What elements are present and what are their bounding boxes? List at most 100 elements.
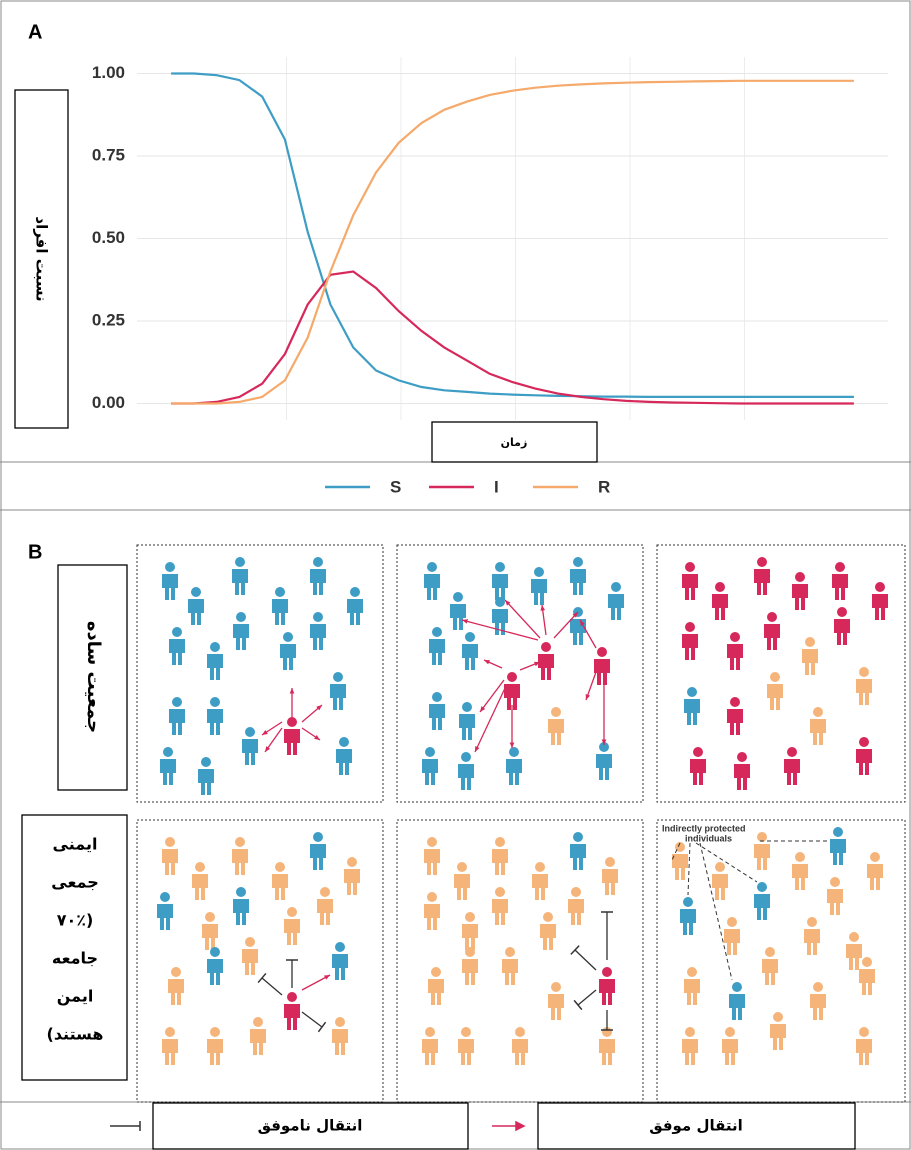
person-head [685,1027,695,1037]
person-head [685,562,695,572]
person-head [675,842,685,852]
person-body [160,759,176,785]
person-head [773,1012,783,1022]
person-head [737,752,747,762]
person-body [422,759,438,785]
person-body [872,594,888,620]
person [570,832,586,870]
person [856,667,872,705]
person-body [540,924,556,950]
person-body [458,1039,474,1065]
person [462,947,478,985]
person-body [599,979,615,1005]
person [280,632,296,670]
person [506,747,522,785]
person-body [764,624,780,650]
person [502,947,518,985]
row-label-line: هستند) [47,1025,104,1044]
blocked-line [577,989,597,1006]
person-head [813,707,823,717]
person-head [461,1027,471,1037]
person-body [867,864,883,890]
person [429,627,445,665]
person [830,827,846,865]
person [232,557,248,595]
y-tick-label: 0.00 [92,393,125,412]
person-body [802,649,818,675]
person-head [431,967,441,977]
transmission-arrow [474,685,507,753]
person [540,912,556,950]
person [242,727,258,765]
legend-label: S [390,477,401,496]
person-body [856,679,872,705]
person-head [275,862,285,872]
person [804,917,820,955]
person [202,912,218,950]
person-body [682,1039,698,1065]
person-head [432,692,442,702]
person [284,907,300,945]
arrow-head [505,600,511,606]
person-body [548,994,564,1020]
person-head [757,557,767,567]
transmission-arrow [504,599,541,639]
person [684,687,700,725]
person-head [465,912,475,922]
annotation-leader [671,842,681,861]
person [762,947,778,985]
person [462,632,478,670]
person-head [505,947,515,957]
person-head [425,1027,435,1037]
person [344,857,360,895]
person-body [810,994,826,1020]
person [458,1027,474,1065]
arrow-head [316,705,322,711]
person-head [245,937,255,947]
person [284,717,300,755]
person-head [253,1017,263,1027]
arrow-head [289,688,295,694]
person-body [202,924,218,950]
person-body [454,874,470,900]
person-head [201,757,211,767]
person-head [313,612,323,622]
person-head [725,1027,735,1037]
arrow-head [534,661,540,667]
person [317,887,333,925]
person-body [682,574,698,600]
person [802,637,818,675]
person-head [165,837,175,847]
person-body [250,1029,266,1055]
person [284,992,300,1030]
person [207,947,223,985]
person [424,837,440,875]
person [272,587,288,625]
person-head [767,612,777,622]
blocked-bar [570,945,580,955]
person-body [284,729,300,755]
person-body [846,944,862,970]
person [690,747,706,785]
person [767,672,783,710]
person [198,757,214,795]
arrow-head [262,730,268,735]
person [422,747,438,785]
person [492,837,508,875]
person [422,1027,438,1065]
legend-label: انتقال ناموفق [258,1117,363,1135]
person-head [165,1027,175,1037]
person-body [232,569,248,595]
person-head [160,892,170,902]
person-body [429,704,445,730]
y-tick-label: 1.00 [92,63,125,82]
annotation-leader [687,842,691,896]
person-head [507,672,517,682]
person-body [859,969,875,995]
person-head [757,882,767,892]
person [428,967,444,1005]
person-body [347,599,363,625]
person-body [682,634,698,660]
person [160,747,176,785]
person [602,857,618,895]
